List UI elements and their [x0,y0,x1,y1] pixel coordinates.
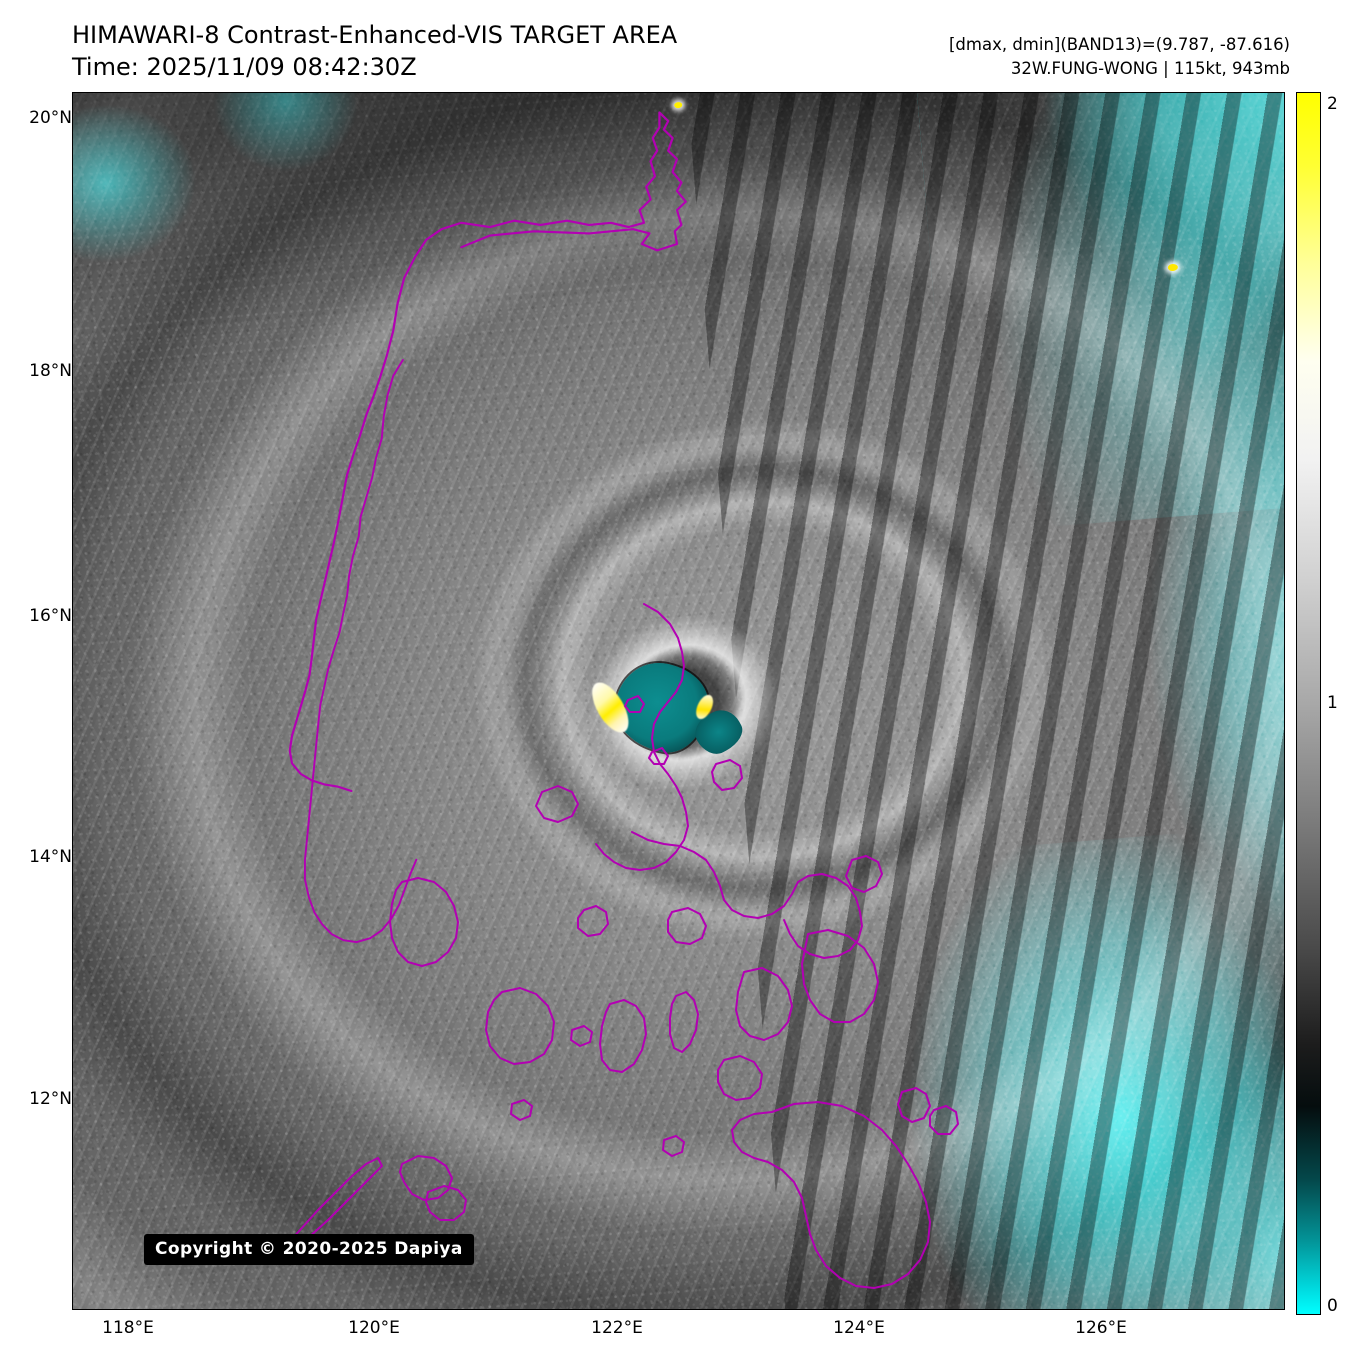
colorbar-tick-0: 0 [1327,1296,1338,1316]
copyright-badge: Copyright © 2020-2025 Dapiya [144,1234,474,1265]
page-title: HIMAWARI-8 Contrast-Enhanced-VIS TARGET … [72,21,678,49]
colorbar-tick-1: 1 [1327,693,1338,713]
y-tick-label-14n: 14°N [29,847,72,867]
storm-info: 32W.FUNG-WONG | 115kt, 943mb [1010,58,1290,78]
dmax-dmin-readout: [dmax, dmin](BAND13)=(9.787, -87.616) [948,35,1290,54]
y-tick-label-16n: 16°N [29,606,72,626]
y-tick-label-12n: 12°N [29,1089,72,1109]
y-tick-label-18n: 18°N [29,361,72,381]
colorbar-tick-2: 2 [1327,94,1338,114]
header-left: HIMAWARI-8 Contrast-Enhanced-VIS TARGET … [72,20,677,83]
x-tick-label-118e: 118°E [102,1318,154,1338]
colorbar[interactable] [1296,92,1321,1315]
x-tick-label-124e: 124°E [833,1318,885,1338]
satellite-swath [72,92,1285,1310]
x-tick-label-122e: 122°E [591,1318,643,1338]
observation-time: Time: 2025/11/09 08:42:30Z [72,52,417,81]
x-tick-label-120e: 120°E [348,1318,400,1338]
satellite-image-plot[interactable]: Copyright © 2020-2025 Dapiya [72,92,1285,1310]
x-tick-label-126e: 126°E [1075,1318,1127,1338]
header-right: [dmax, dmin](BAND13)=(9.787, -87.616) 32W… [949,33,1290,81]
y-tick-label-20n: 20°N [29,108,72,128]
